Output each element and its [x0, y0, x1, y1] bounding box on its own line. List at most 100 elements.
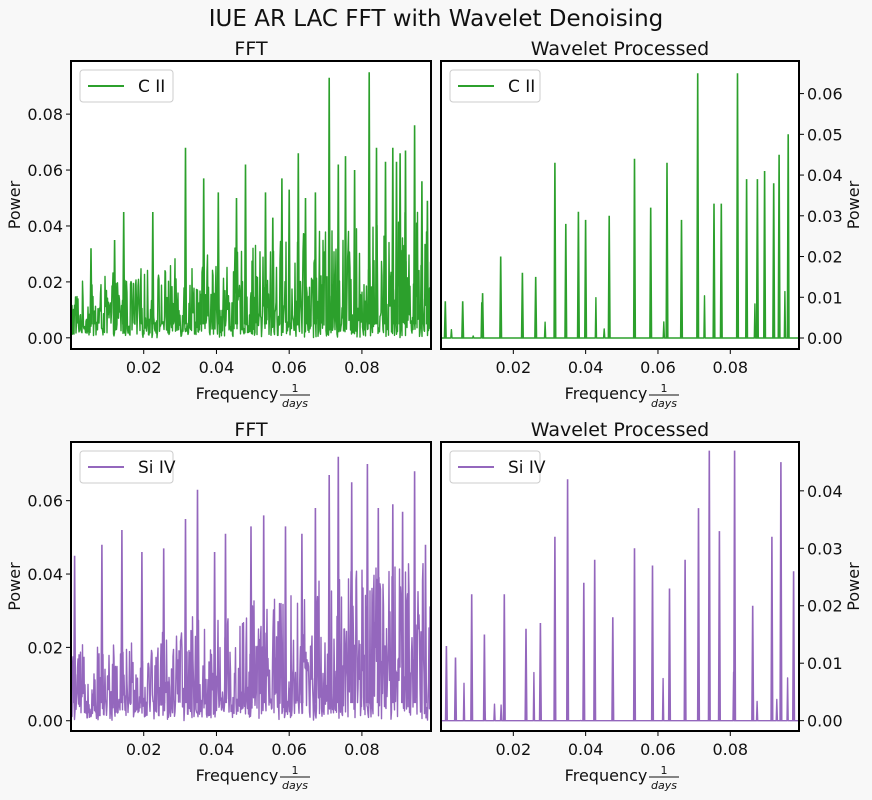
x-tick-label: 0.06	[640, 740, 676, 759]
series-noise	[441, 290, 799, 339]
y-tick-label: 0.06	[27, 161, 63, 180]
peak-mark	[719, 203, 723, 339]
subplot-title: FFT	[234, 38, 268, 60]
peak-mark	[303, 197, 308, 325]
y-tick-label: 0.01	[807, 288, 843, 307]
peak-mark	[792, 571, 796, 721]
legend-box	[79, 69, 174, 103]
peak-mark	[73, 555, 77, 704]
peak-mark	[499, 256, 503, 339]
peak-mark	[336, 164, 340, 325]
series-layer	[441, 73, 799, 339]
peak-mark	[524, 628, 528, 721]
peak-mark	[353, 169, 357, 325]
legend: Si IV	[79, 450, 176, 484]
y-tick-label: 0.04	[27, 565, 63, 584]
peak-mark	[482, 634, 486, 721]
x-label-denominator: days	[651, 779, 677, 792]
peak-mark	[287, 189, 291, 325]
x-tick-label: 0.08	[344, 358, 380, 377]
peak-mark	[779, 462, 783, 721]
peak-mark	[683, 559, 687, 721]
x-label-denominator: days	[651, 397, 677, 410]
x-axis-label: Frequency	[196, 384, 279, 403]
x-label-denominator: days	[282, 397, 308, 410]
peak-mark	[413, 125, 417, 325]
y-tick-label: 0.01	[807, 654, 843, 673]
subplot-title: Wavelet Processed	[531, 419, 709, 441]
peak-mark	[183, 518, 188, 704]
peak-mark	[403, 150, 408, 325]
peak-mark	[632, 158, 637, 339]
peak-mark	[717, 531, 721, 721]
series-noise	[71, 563, 431, 722]
peak-mark	[745, 179, 749, 339]
peak-mark	[296, 153, 300, 325]
x-axis-label: Frequency	[196, 766, 279, 785]
peak-mark	[162, 548, 166, 704]
axes-frame	[70, 441, 432, 732]
y-tick-label: 0.06	[27, 492, 63, 511]
y-tick-label: 0.02	[807, 597, 843, 616]
series-layer	[71, 72, 431, 339]
peak-mark	[140, 551, 144, 704]
y-tick-label: 0.00	[807, 329, 843, 348]
peak-mark	[89, 248, 93, 325]
peak-mark	[607, 215, 611, 339]
peak-mark	[481, 293, 485, 339]
y-tick-label: 0.03	[807, 539, 843, 558]
legend: C II	[449, 69, 541, 103]
x-tick-label: 0.04	[568, 358, 604, 377]
subplot-4: 0.02 0.04 0.06 0.08 0.00 0.01 0.02 0.03 0.04 Wave…	[440, 419, 863, 792]
subplot-grid: 0.02 0.04 0.06 0.08 0.00 0.02 0.04 0.06 0.08 FFT F…	[5, 38, 863, 792]
peak-mark	[696, 508, 701, 721]
x-tick-label: 0.06	[271, 740, 307, 759]
peak-mark	[243, 164, 248, 325]
peak-mark	[502, 594, 506, 721]
peak-mark	[343, 156, 348, 325]
x-axis-label: Frequency	[565, 384, 648, 403]
peak-mark	[120, 529, 124, 704]
peak-mark	[444, 645, 448, 721]
peak-mark	[696, 73, 700, 339]
subplot-title: Wavelet Processed	[531, 38, 709, 60]
peak-mark	[374, 147, 379, 325]
legend-label: Si IV	[138, 458, 176, 478]
y-tick-label: 0.02	[807, 248, 843, 267]
x-tick-label: 0.04	[199, 358, 235, 377]
x-label-numerator: 1	[661, 764, 668, 777]
peak-mark	[777, 154, 781, 339]
axes-frame	[440, 441, 800, 732]
peak-mark	[195, 489, 200, 704]
peak-mark	[376, 507, 380, 704]
series-layer	[441, 450, 799, 722]
peak-mark	[300, 533, 304, 704]
peak-mark	[649, 207, 653, 339]
peak-mark	[763, 170, 767, 339]
peak-mark	[350, 482, 354, 704]
peak-mark	[271, 217, 275, 325]
x-tick-label: 0.08	[712, 358, 748, 377]
y-tick-label: 0.05	[807, 125, 843, 144]
peak-mark	[553, 536, 557, 721]
x-label-numerator: 1	[292, 764, 299, 777]
legend-label: C II	[138, 77, 165, 97]
peak-mark	[611, 617, 615, 721]
peak-mark	[401, 511, 405, 704]
x-tick-label: 0.06	[640, 358, 676, 377]
peak-mark	[461, 301, 465, 339]
legend-box	[79, 450, 174, 484]
peak-mark	[283, 526, 288, 704]
peak-mark	[113, 239, 117, 325]
peak-mark	[593, 559, 597, 721]
peak-mark	[538, 622, 542, 721]
peak-mark	[425, 200, 429, 325]
peak-mark	[420, 181, 424, 325]
peak-mark	[650, 565, 655, 721]
x-tick-label: 0.08	[344, 740, 380, 759]
peak-mark	[367, 72, 371, 325]
peak-mark	[733, 450, 737, 721]
peak-mark	[398, 153, 402, 325]
legend: C II	[79, 69, 174, 103]
